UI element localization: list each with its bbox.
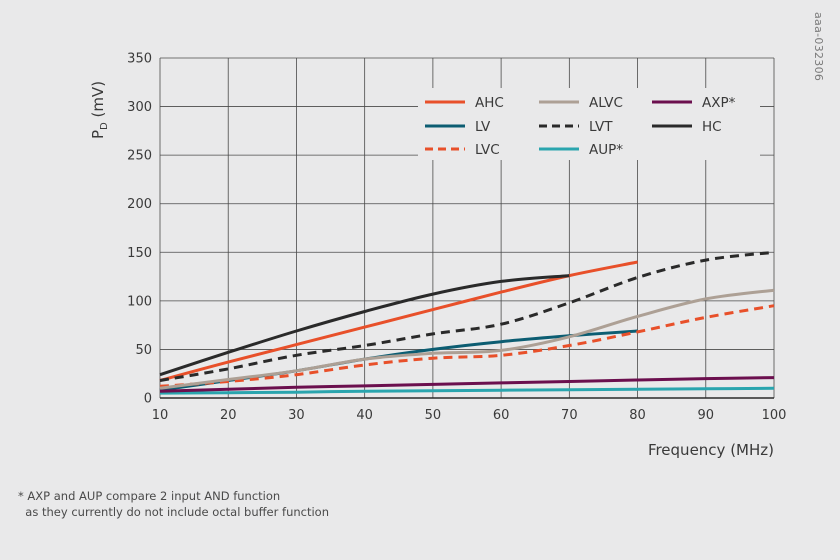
- legend-label-axp: AXP*: [702, 95, 736, 111]
- legend-label-lvc: LVC: [475, 142, 500, 158]
- y-tick-label-250: 250: [127, 149, 152, 164]
- y-axis-label-unit: (mV): [89, 81, 107, 122]
- y-tick-label-350: 350: [127, 52, 152, 67]
- series-line-lvc: [159, 304, 775, 388]
- x-tick-label-10: 10: [152, 408, 169, 423]
- y-tick-label-0: 0: [144, 392, 152, 407]
- legend-label-hc: HC: [702, 119, 722, 135]
- x-tick-label-30: 30: [288, 408, 305, 423]
- series-line-hc: [159, 274, 570, 377]
- x-axis-label: Frequency (MHz): [648, 441, 774, 459]
- series-lines: [159, 250, 775, 395]
- footnote: * AXP and AUP compare 2 input AND functi…: [18, 488, 329, 520]
- x-tick-label-40: 40: [356, 408, 373, 423]
- x-tick-label-90: 90: [698, 408, 715, 423]
- legend-label-aup: AUP*: [589, 142, 623, 158]
- y-tick-label-100: 100: [127, 294, 152, 309]
- x-tick-label-80: 80: [629, 408, 646, 423]
- x-tick-label-100: 100: [762, 408, 787, 423]
- x-tick-label-60: 60: [493, 408, 510, 423]
- y-tick-label-300: 300: [127, 100, 152, 115]
- y-tick-label-150: 150: [127, 246, 152, 261]
- series-line-alvc: [159, 288, 775, 390]
- legend-label-lvt: LVT: [589, 119, 613, 135]
- legend: AHC ALVC AXP* LV LVT HC LVC AUP*: [418, 88, 760, 160]
- figure-code: aaa-032306: [812, 12, 825, 82]
- x-tick-label-50: 50: [425, 408, 442, 423]
- legend-box: [418, 88, 760, 160]
- series-line-aup: [159, 386, 775, 395]
- y-axis-label-main: P: [89, 130, 107, 139]
- y-tick-label-50: 50: [135, 343, 152, 358]
- legend-label-ahc: AHC: [475, 95, 504, 111]
- x-tick-label-70: 70: [561, 408, 578, 423]
- footnote-line-2: as they currently do not include octal b…: [18, 505, 329, 519]
- series-line-lvt: [159, 250, 775, 382]
- x-tick-label-20: 20: [220, 408, 237, 423]
- axes: 10 20 30 40 50 60 70 80 90 100 0 50 100 150 200 250 300 3…: [127, 52, 786, 424]
- legend-label-alvc: ALVC: [589, 95, 623, 111]
- y-axis-label: PD (mV): [89, 81, 110, 139]
- y-axis-label-sub: D: [99, 122, 110, 130]
- y-tick-label-200: 200: [127, 197, 152, 212]
- footnote-line-1: * AXP and AUP compare 2 input AND functi…: [18, 489, 281, 503]
- series-line-axp: [159, 376, 775, 393]
- legend-label-lv: LV: [475, 119, 491, 135]
